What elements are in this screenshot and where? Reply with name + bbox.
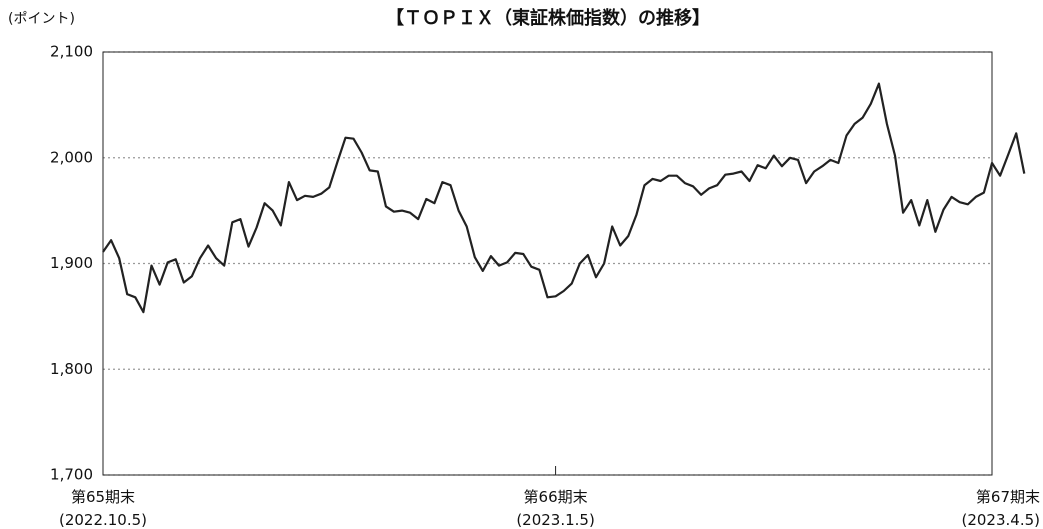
plot-frame xyxy=(102,51,993,476)
y-tick-label: 1,700 xyxy=(50,466,93,484)
y-tick-label: 1,900 xyxy=(50,254,93,272)
y-axis-label: (ポイント) xyxy=(8,11,75,27)
data-line xyxy=(102,82,1026,314)
x-tick-label: 第65期末(2022.10.5) xyxy=(59,488,147,529)
y-tick-label: 1,800 xyxy=(50,360,93,378)
x-tick-label: 第66期末(2023.1.5) xyxy=(516,488,595,529)
chart-title: 【ＴＯＰＩＸ（東証株価指数）の推移】 xyxy=(386,7,710,29)
x-tick-label: 第67期末(2023.4.5) xyxy=(961,488,1040,529)
y-tick-label: 2,000 xyxy=(50,148,93,166)
y-tick-label: 2,100 xyxy=(50,43,93,61)
